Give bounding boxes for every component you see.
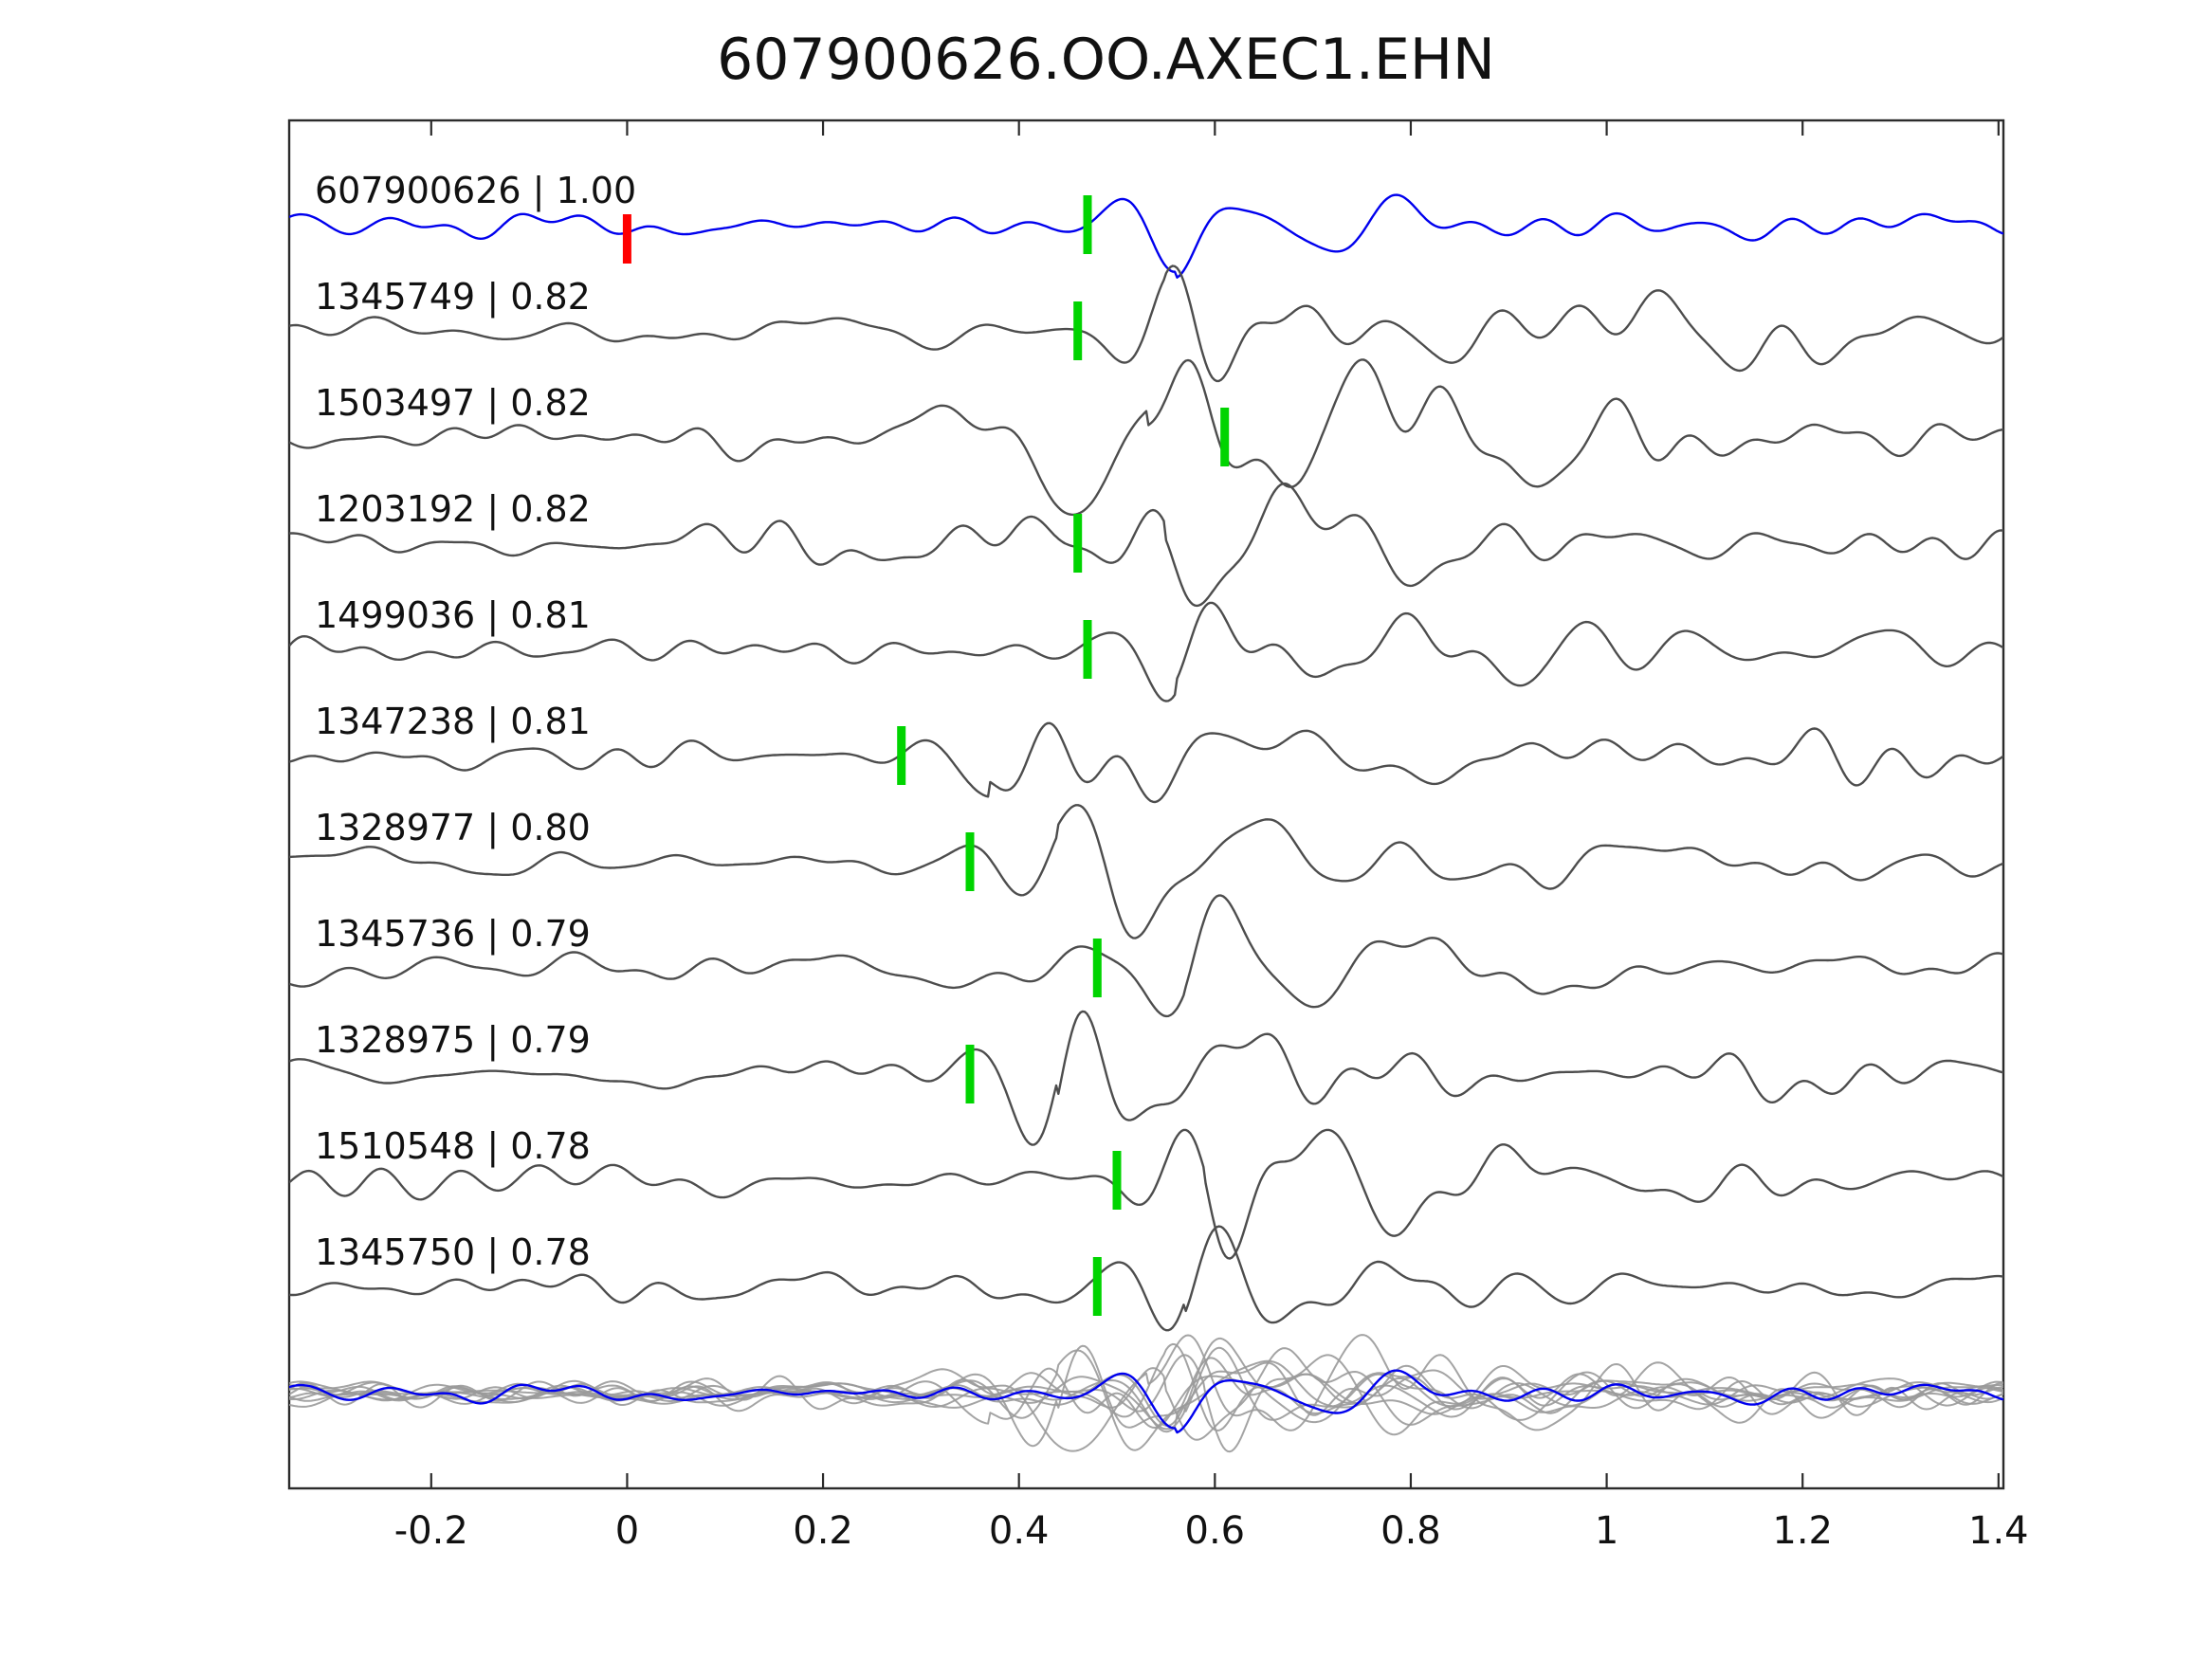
waveform-trace-1510548 [289, 1128, 2003, 1260]
trace-label-1347238: 1347238 | 0.81 [315, 701, 591, 743]
origin-time-marker [622, 214, 631, 264]
trace-label-1345736: 1345736 | 0.79 [315, 913, 591, 956]
waveform-trace-1345736 [289, 894, 2003, 1018]
trace-label-1510548: 1510548 | 0.78 [315, 1125, 591, 1168]
pick-marker-607900626 [1083, 195, 1092, 254]
x-tick-label: 1 [1595, 1509, 1618, 1553]
pick-marker-1328975 [965, 1045, 975, 1103]
pick-marker-1203192 [1073, 514, 1083, 573]
waveform-trace-1347238 [289, 721, 2003, 804]
waveform-trace-1345749 [289, 264, 2003, 383]
overlay-trace-1503497 [289, 1334, 2003, 1452]
pick-marker-1499036 [1083, 620, 1092, 679]
x-tick-label: 1.4 [1968, 1509, 2029, 1553]
waveform-trace-1345750 [289, 1225, 2003, 1332]
trace-label-1328977: 1328977 | 0.80 [315, 807, 591, 849]
x-tick-label: 0.2 [793, 1509, 853, 1553]
trace-label-1499036: 1499036 | 0.81 [315, 594, 591, 637]
trace-label-1328975: 1328975 | 0.79 [315, 1019, 591, 1062]
trace-label-1345749: 1345749 | 0.82 [315, 276, 591, 319]
x-tick-label: -0.2 [394, 1509, 468, 1553]
overlay-reference-trace [289, 1369, 2003, 1434]
pick-marker-1503497 [1220, 408, 1230, 466]
x-tick-label: 0.8 [1380, 1509, 1441, 1553]
waveform-trace-1328975 [289, 1010, 2003, 1146]
pick-marker-1345750 [1092, 1257, 1102, 1316]
pick-marker-1328977 [965, 832, 975, 891]
pick-marker-1347238 [897, 726, 906, 785]
overlay-trace-1345736 [289, 1337, 2003, 1431]
overlay-trace-1328975 [289, 1344, 2003, 1448]
x-tick-label: 0.4 [989, 1509, 1050, 1553]
overlay-trace-1510548 [289, 1354, 2003, 1453]
pick-marker-1345736 [1092, 939, 1102, 997]
plot-title: 607900626.OO.AXEC1.EHN [717, 27, 1495, 93]
trace-label-607900626: 607900626 | 1.00 [315, 170, 636, 212]
overlay-trace-1345749 [289, 1342, 2003, 1431]
waveform-layer [289, 193, 2003, 1453]
waveform-trace-1499036 [289, 601, 2003, 702]
trace-label-1345750: 1345750 | 0.78 [315, 1231, 591, 1274]
x-tick-label: 0.6 [1185, 1509, 1246, 1553]
pick-marker-1510548 [1112, 1151, 1122, 1210]
waveform-trace-607900626 [289, 193, 2003, 279]
trace-label-1503497: 1503497 | 0.82 [315, 382, 591, 425]
pick-marker-1345749 [1073, 301, 1083, 360]
waveform-trace-1503497 [289, 358, 2003, 517]
waveform-trace-1203192 [289, 482, 2003, 608]
x-tick-label: 1.2 [1772, 1509, 1833, 1553]
trace-label-1203192: 1203192 | 0.82 [315, 488, 591, 531]
plot-frame [287, 118, 2005, 1490]
x-tick-label: 0 [615, 1509, 639, 1553]
waveform-trace-1328977 [289, 804, 2003, 939]
